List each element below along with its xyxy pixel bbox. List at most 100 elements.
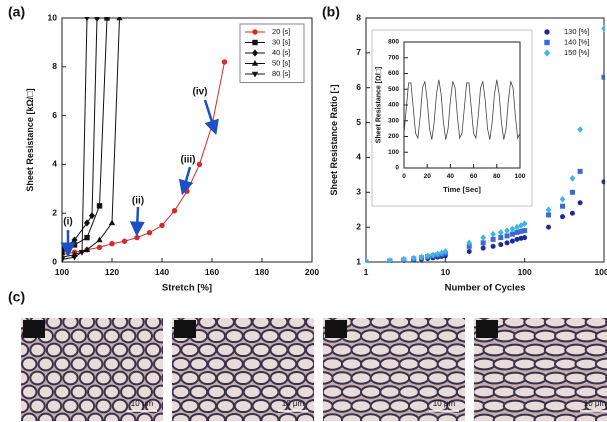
cell (153, 356, 163, 372)
micrograph-label-bg (174, 320, 196, 338)
micrograph: (iii) 10 μm (304, 302, 465, 421)
cell (198, 342, 218, 358)
cell (189, 412, 209, 421)
plot-frame (365, 17, 605, 263)
cell (304, 302, 324, 313)
cell (584, 318, 607, 329)
cell (29, 398, 46, 414)
cell (215, 318, 235, 330)
micrograph: (i) 10 μm (6, 302, 185, 422)
legend-label: 40 [s] (272, 48, 290, 57)
cell (323, 399, 334, 413)
cell (297, 302, 314, 314)
cell (417, 329, 440, 343)
cell (596, 303, 607, 314)
annotation: (i) (63, 217, 72, 228)
cell (473, 303, 495, 314)
x-tick-label: 180 (255, 267, 269, 277)
cell (70, 356, 87, 372)
cell (180, 342, 200, 358)
inset-background (371, 29, 533, 207)
y-tick-label: 7 (356, 47, 361, 57)
cell (502, 371, 528, 385)
panel-label: (a) (8, 4, 25, 20)
cell (296, 328, 314, 344)
marker (62, 257, 66, 263)
y-tick-label: 100 (388, 149, 399, 156)
marker (545, 206, 552, 214)
cell (128, 342, 145, 358)
cell (95, 398, 112, 414)
cell (342, 302, 362, 313)
y-tick-label: 0 (52, 256, 57, 266)
cell (87, 328, 104, 344)
marker (109, 241, 115, 247)
annotation-arrow (203, 99, 219, 136)
marker (251, 49, 259, 57)
cell (278, 356, 298, 372)
cell (553, 329, 579, 343)
micrograph: (ii) 10 μm (172, 302, 314, 421)
cell (251, 370, 271, 386)
cell (144, 318, 162, 330)
cell (296, 412, 314, 421)
scale-bar-label: 10 μm (584, 399, 607, 408)
cell (21, 384, 38, 400)
cell (207, 328, 227, 344)
x-tick-label: 20 (424, 173, 432, 180)
marker (546, 224, 552, 230)
y-tick-label: 5 (356, 117, 361, 127)
cell (594, 385, 607, 399)
cell (45, 342, 63, 358)
marker (480, 234, 486, 241)
cell (513, 413, 538, 421)
marker (569, 175, 576, 182)
legend-label: 80 [s] (272, 69, 290, 78)
cell (215, 370, 235, 386)
y-tick-label: 500 (388, 86, 399, 93)
cell (6, 414, 20, 422)
y-tick-label: 4 (356, 152, 361, 162)
cell (427, 343, 449, 357)
series-line (62, 17, 88, 261)
cell (474, 371, 487, 385)
cell (492, 413, 517, 421)
cell (543, 343, 568, 357)
x-tick-label: 0 (402, 173, 406, 180)
cell (455, 329, 465, 343)
cell (388, 371, 411, 385)
cell (360, 413, 382, 421)
marker (544, 29, 550, 35)
cell (62, 370, 79, 386)
y-tick-label: 300 (388, 117, 399, 124)
marker (252, 39, 258, 46)
cell (144, 342, 162, 358)
cell (564, 371, 589, 385)
marker (560, 203, 566, 209)
cell (87, 412, 104, 421)
marker (504, 233, 510, 239)
cell (144, 370, 162, 386)
x-tick-label: 200 (305, 267, 319, 277)
legend-label: 20 [s] (272, 27, 290, 36)
cell (161, 373, 163, 383)
marker (366, 258, 369, 263)
cell (144, 398, 162, 414)
cell (128, 318, 145, 330)
cell (278, 384, 298, 400)
cell (323, 343, 334, 357)
cell (39, 302, 53, 315)
cell (574, 357, 599, 371)
cell (207, 356, 227, 372)
cell (6, 330, 20, 343)
cell (380, 302, 400, 313)
cell (287, 318, 307, 330)
cell (574, 329, 599, 343)
cell (242, 328, 262, 344)
marker (577, 126, 583, 133)
marker (504, 227, 510, 234)
cell (45, 318, 63, 330)
cell (171, 302, 185, 315)
cell (233, 342, 253, 358)
marker (221, 59, 228, 65)
